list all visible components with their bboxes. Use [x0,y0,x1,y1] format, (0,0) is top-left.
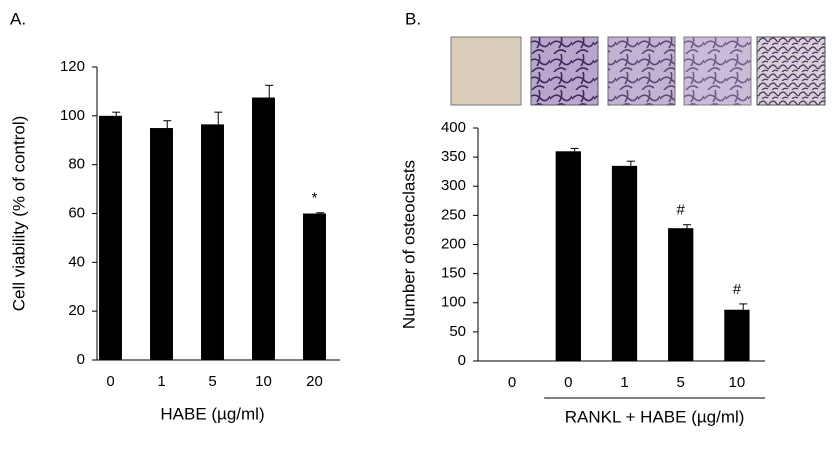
y-tick-label: 100 [60,107,85,124]
x-axis-label: HABE (µg/ml) [160,404,264,423]
x-tick-label: 10 [255,373,272,390]
y-tick-label: 250 [441,206,466,223]
panel-label: A. [10,9,26,28]
y-tick-label: 60 [68,204,85,221]
x-tick-label: 0 [508,374,516,391]
bar [201,124,224,360]
y-axis-label: Number of osteoclasts [399,160,418,329]
y-tick-label: 120 [60,58,85,75]
y-tick-label: 300 [441,177,466,194]
x-tick-label: 20 [306,373,323,390]
x-tick-label: 1 [157,373,165,390]
micrograph [450,36,522,106]
y-axis-label: Cell viability (% of control) [9,116,28,312]
micrograph [683,36,752,106]
bar [555,151,581,361]
micrograph [607,36,676,106]
bar [303,213,326,360]
y-tick-label: 0 [458,352,466,369]
y-tick-label: 200 [441,235,466,252]
significance-marker: # [677,202,686,219]
bar [668,228,694,361]
y-tick-label: 50 [449,323,466,340]
x-tick-label: 5 [677,374,685,391]
micrograph [530,36,599,106]
x-tick-label: 1 [620,374,628,391]
significance-marker: * [312,190,318,207]
y-tick-label: 80 [68,156,85,173]
significance-marker: # [733,281,742,298]
y-tick-label: 0 [77,351,85,368]
x-tick-label: 5 [208,373,216,390]
bar [99,115,122,360]
y-tick-label: 400 [441,119,466,136]
y-tick-label: 40 [68,253,85,270]
x-axis-label: RANKL + HABE (µg/ml) [565,407,745,426]
x-tick-label: 0 [564,374,572,391]
bar [150,128,173,360]
bar [252,97,275,360]
x-tick-label: 10 [729,374,746,391]
bar [724,309,750,361]
panel-label: B. [405,9,421,28]
y-tick-label: 350 [441,148,466,165]
x-tick-label: 0 [106,373,114,390]
y-tick-label: 150 [441,265,466,282]
y-tick-label: 20 [68,302,85,319]
micrograph [756,36,826,106]
bar [611,165,638,361]
y-tick-label: 100 [441,294,466,311]
micrographs [450,36,826,106]
